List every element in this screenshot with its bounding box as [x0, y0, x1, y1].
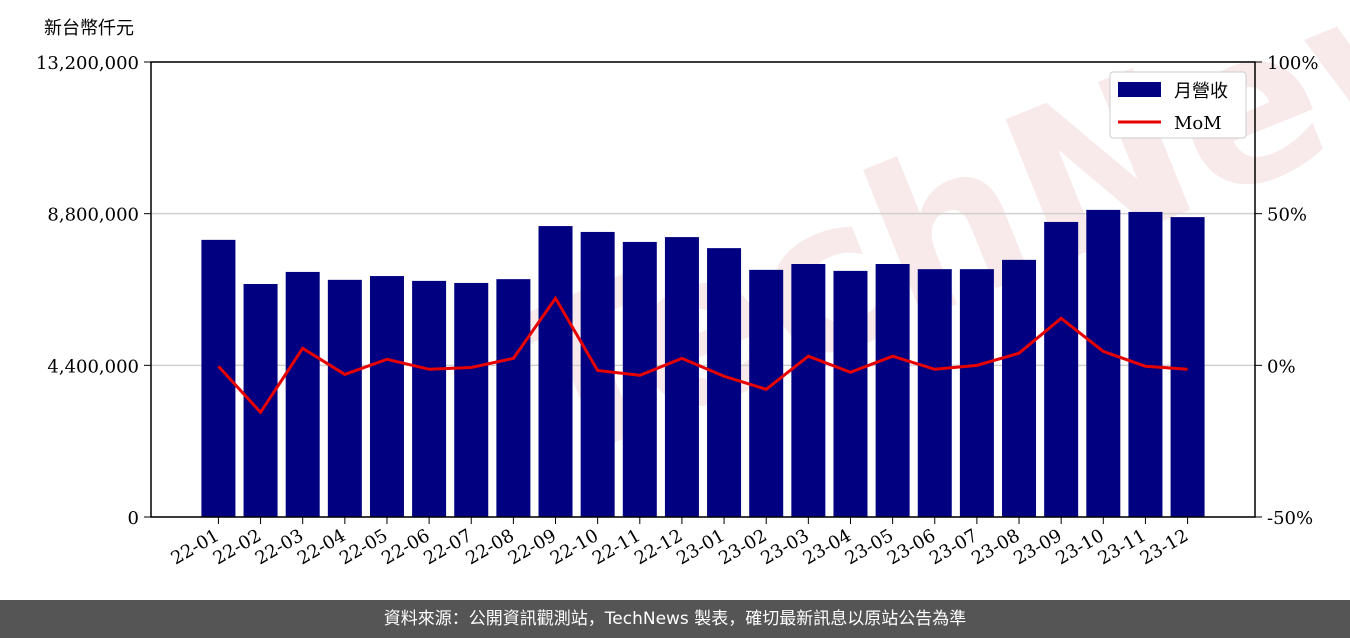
plot-frame: [150, 61, 1256, 518]
x-tick-label: 23-12: [1137, 525, 1192, 569]
y-tick-label: 8,800,000: [47, 205, 139, 226]
y2-tick-label: 100%: [1267, 53, 1318, 74]
line: [217, 295, 1188, 415]
bar: [664, 237, 699, 517]
y-tick-label: 13,200,000: [36, 53, 139, 74]
y-tick-label: 0: [128, 508, 139, 529]
bar: [707, 248, 742, 518]
bar: [327, 279, 362, 517]
y-axis-label: 新台幣仟元: [44, 18, 134, 39]
bar: [622, 241, 657, 517]
bar: [580, 231, 615, 517]
bar: [749, 269, 784, 517]
bar: [1044, 221, 1079, 517]
bar: [454, 282, 489, 517]
bar: [1128, 211, 1163, 517]
legend-label: MoM: [1174, 113, 1222, 134]
bar: [1086, 209, 1121, 517]
y2-tick-label: 50%: [1267, 205, 1307, 226]
y-tick-label: 4,400,000: [47, 356, 139, 377]
bar: [791, 263, 826, 517]
bar: [833, 270, 868, 517]
bar: [496, 279, 531, 517]
bar: [285, 271, 320, 517]
bar: [538, 226, 573, 518]
bar: [1002, 259, 1037, 517]
bar: [917, 269, 952, 517]
bar: [412, 280, 447, 517]
footer: 資料來源：公開資訊觀測站，TechNews 製表，確切最新訊息以原站公告為準: [0, 600, 1350, 638]
y2-tick-label: 0%: [1267, 356, 1296, 377]
bar: [369, 276, 404, 517]
chart: TechNews 新台幣仟元 04,400,0008,800,00013,200…: [36, 0, 1350, 569]
y2-tick-label: -50%: [1267, 508, 1313, 529]
legend-swatch: [1118, 82, 1161, 97]
bar: [875, 263, 910, 517]
legend-label: 月營收: [1174, 81, 1228, 102]
bar: [959, 269, 994, 517]
